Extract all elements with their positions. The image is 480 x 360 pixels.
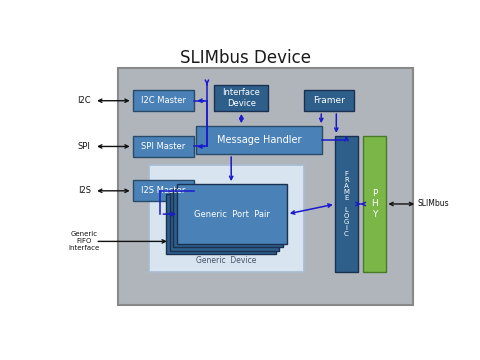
Bar [173, 188, 283, 247]
Text: P
H
Y: P H Y [371, 189, 378, 219]
Bar [170, 191, 279, 251]
Text: Generic
FIFO
Interface: Generic FIFO Interface [69, 231, 100, 251]
Text: SLIMbus Device: SLIMbus Device [180, 49, 312, 67]
Text: Generic  Device: Generic Device [196, 256, 257, 265]
Bar [363, 136, 385, 272]
Bar [177, 184, 287, 244]
Text: SLIMbus: SLIMbus [417, 199, 449, 208]
Bar [132, 136, 194, 157]
Bar [132, 180, 194, 201]
Bar [304, 90, 354, 111]
Text: Generic  Port  Pair: Generic Port Pair [194, 210, 270, 219]
Bar [335, 136, 358, 272]
Text: I2S Master: I2S Master [141, 186, 185, 195]
Text: Interface
Device: Interface Device [222, 88, 260, 108]
Text: I2C: I2C [77, 96, 91, 105]
Text: I2C Master: I2C Master [141, 96, 186, 105]
Bar [118, 68, 413, 305]
Text: Framer: Framer [313, 96, 345, 105]
Bar [196, 126, 322, 154]
Text: I2S: I2S [78, 186, 91, 195]
Text: SPI Master: SPI Master [141, 142, 185, 151]
Bar [215, 85, 268, 111]
Bar [149, 165, 304, 272]
Text: F
R
A
M
E
 
L
O
G
I
C: F R A M E L O G I C [344, 171, 349, 237]
Bar [132, 90, 194, 111]
Text: SPI: SPI [78, 142, 91, 151]
Text: Message Handler: Message Handler [217, 135, 301, 145]
Bar [166, 194, 276, 254]
